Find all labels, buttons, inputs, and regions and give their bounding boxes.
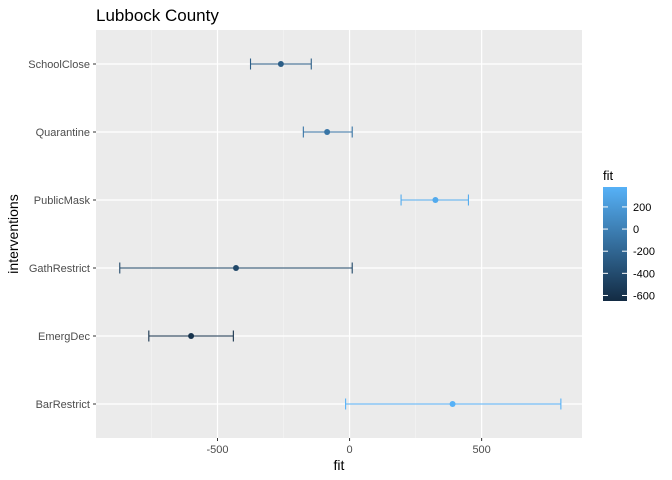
x-tick-label: 0 bbox=[347, 444, 353, 456]
x-axis-ticks: -500 0 500 bbox=[206, 438, 491, 456]
chart-title: Lubbock County bbox=[96, 6, 219, 25]
point-quarantine bbox=[324, 129, 331, 135]
legend-colorbar bbox=[603, 187, 627, 301]
legend-tick-label: -200 bbox=[633, 246, 655, 258]
point-schoolclose bbox=[277, 61, 284, 67]
point-gathrestrict bbox=[232, 265, 239, 271]
y-tick-label: Quarantine bbox=[36, 127, 90, 139]
errorbar-schoolclose bbox=[249, 58, 312, 70]
errorbar-emergdec bbox=[148, 330, 234, 342]
legend-title: fit bbox=[603, 168, 614, 183]
y-tick-label: PublicMask bbox=[34, 195, 91, 207]
legend-tick-label: 0 bbox=[633, 224, 639, 236]
y-tick-label: EmergDec bbox=[38, 331, 90, 343]
y-axis-title: interventions bbox=[5, 194, 21, 273]
y-tick-label: SchoolClose bbox=[28, 59, 90, 71]
point-publicmask bbox=[432, 197, 439, 203]
legend-tick-label: -400 bbox=[633, 268, 655, 280]
point-barrestrict bbox=[449, 401, 456, 407]
data-marks bbox=[119, 58, 562, 410]
plot-panel bbox=[96, 30, 582, 438]
legend-tick-label: 200 bbox=[633, 202, 651, 214]
errorbar-publicmask bbox=[400, 194, 469, 206]
y-tick-label: GathRestrict bbox=[29, 263, 90, 275]
y-axis-ticks: SchoolClose Quarantine PublicMask GathRestr… bbox=[28, 59, 96, 411]
errorbar-barrestrict bbox=[345, 398, 562, 410]
legend-tick-label: -600 bbox=[633, 290, 655, 302]
x-tick-label: 500 bbox=[472, 444, 490, 456]
x-tick-label: -500 bbox=[206, 444, 228, 456]
legend: fit 200 0 -200 -400 -600 bbox=[603, 168, 655, 302]
y-tick-label: BarRestrict bbox=[36, 399, 90, 411]
errorbar-quarantine bbox=[302, 126, 353, 138]
legend-ticks: 200 0 -200 -400 -600 bbox=[603, 202, 655, 302]
x-axis-title: fit bbox=[334, 457, 345, 473]
point-emergdec bbox=[188, 333, 195, 339]
errorbar-gathrestrict bbox=[119, 262, 353, 274]
